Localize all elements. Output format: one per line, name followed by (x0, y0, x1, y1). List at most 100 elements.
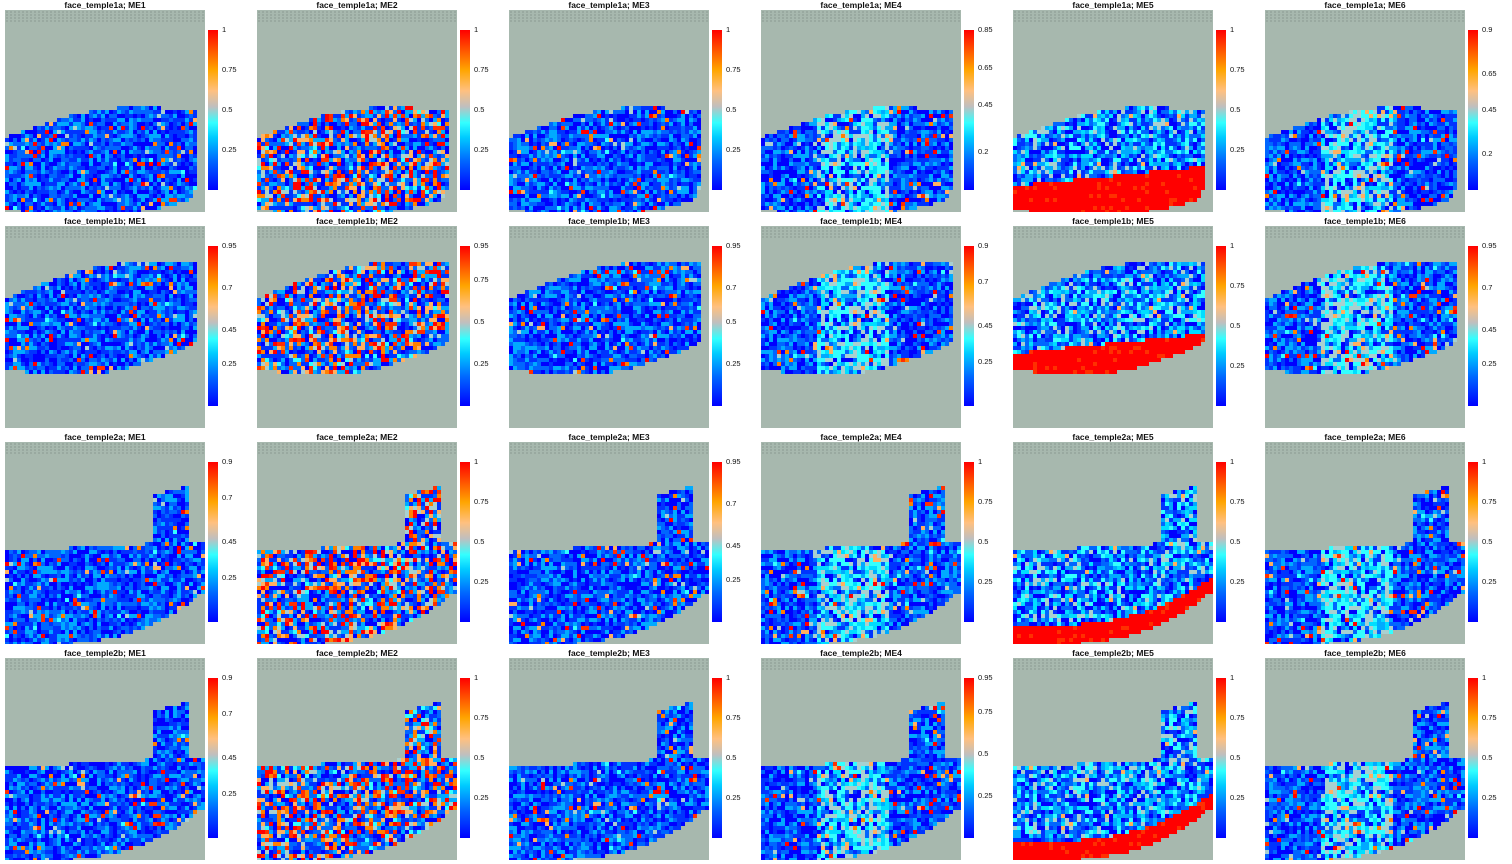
spot (293, 150, 297, 154)
spot (313, 126, 317, 130)
spot (693, 134, 697, 138)
spot (73, 138, 77, 142)
spot (413, 186, 417, 190)
spot (685, 130, 689, 134)
spot (597, 186, 601, 190)
background-dot (546, 20, 548, 22)
spot (585, 150, 589, 154)
spot (321, 134, 325, 138)
spot (153, 198, 157, 202)
spot (121, 166, 125, 170)
spot (581, 134, 585, 138)
spot (357, 114, 361, 118)
background-dot (290, 20, 292, 22)
background-dot (186, 11, 188, 13)
colorbar-tick-label: 0.5 (474, 106, 484, 114)
spot (401, 110, 405, 114)
spot (849, 118, 853, 122)
background-dot (814, 14, 816, 16)
spot (401, 170, 405, 174)
spot (261, 178, 265, 182)
spot (21, 130, 25, 134)
spot (173, 170, 177, 174)
spot (929, 142, 933, 146)
spot (349, 130, 353, 134)
spot (561, 194, 565, 198)
spot (81, 146, 85, 150)
background-dot (50, 20, 52, 22)
spot (609, 110, 613, 114)
spot (65, 134, 69, 138)
spot (673, 194, 677, 198)
spot (389, 166, 393, 170)
background-dot (202, 20, 204, 22)
spot (577, 142, 581, 146)
spot (569, 186, 573, 190)
spot (85, 126, 89, 130)
spot (49, 202, 53, 206)
spot (585, 118, 589, 122)
background-dot (818, 20, 820, 22)
spot (697, 154, 701, 158)
spot (925, 134, 929, 138)
spot (801, 138, 805, 142)
background-dot (614, 20, 616, 22)
spot (285, 210, 289, 212)
background-dot (386, 14, 388, 16)
spot (5, 202, 9, 206)
spot (669, 194, 673, 198)
spot (305, 190, 309, 194)
spot (169, 118, 173, 122)
spot (933, 134, 937, 138)
spot (21, 202, 25, 206)
spot (625, 186, 629, 190)
spot (845, 146, 849, 150)
spot (937, 118, 941, 122)
spot (365, 146, 369, 150)
spot (369, 106, 373, 110)
background-dot (170, 17, 172, 19)
spot (317, 126, 321, 130)
spot (633, 110, 637, 114)
spot (849, 126, 853, 130)
spot (93, 146, 97, 150)
spot (181, 178, 185, 182)
spot (269, 206, 273, 210)
spot (5, 206, 9, 210)
spot (281, 162, 285, 166)
spot (893, 158, 897, 162)
background-dot (654, 17, 656, 19)
spot (357, 202, 361, 206)
spot (89, 150, 93, 154)
spot (329, 134, 333, 138)
spot (397, 182, 401, 186)
spot (149, 106, 153, 110)
background-dot (914, 20, 916, 22)
spot (77, 150, 81, 154)
background-dot (950, 17, 952, 19)
spot (109, 134, 113, 138)
spot (569, 210, 573, 212)
spot (693, 150, 697, 154)
spot (85, 190, 89, 194)
spot (125, 182, 129, 186)
spot (769, 174, 773, 178)
spot (137, 166, 141, 170)
spot (61, 170, 65, 174)
spot (133, 126, 137, 130)
spot (17, 198, 21, 202)
spot (525, 186, 529, 190)
spot (333, 158, 337, 162)
background-dot (194, 20, 196, 22)
spot (281, 174, 285, 178)
spot (817, 170, 821, 174)
spot (669, 146, 673, 150)
spot (177, 158, 181, 162)
spot (93, 162, 97, 166)
spot (277, 186, 281, 190)
spot (69, 194, 73, 198)
background-dot (310, 11, 312, 13)
spot (33, 194, 37, 198)
spot (41, 134, 45, 138)
spot (909, 134, 913, 138)
